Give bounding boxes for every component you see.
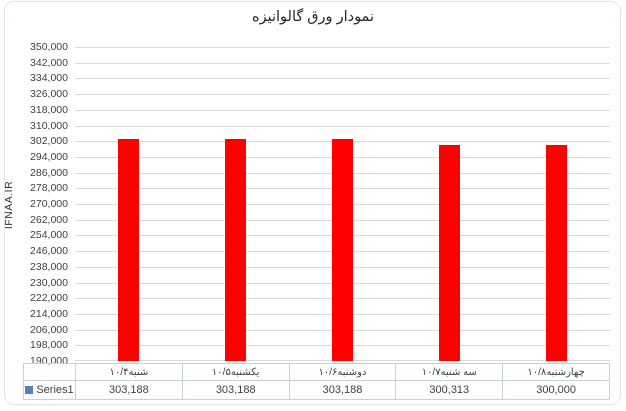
legend-key-icon: [25, 386, 34, 394]
gridline: [75, 94, 610, 96]
gridline: [75, 47, 610, 48]
gridline: [75, 78, 610, 80]
y-axis-tick-label: 318,000: [30, 103, 68, 116]
y-axis-tick-label: 254,000: [30, 229, 68, 242]
y-axis-tick-label: 350,000: [30, 41, 68, 53]
y-axis-tick-label: 222,000: [30, 292, 68, 305]
y-axis-tick-label: 246,000: [30, 245, 68, 258]
series-value-cell: 303,188: [75, 380, 183, 400]
category-header-cell: شنبه۱۰/۴: [75, 363, 183, 381]
series-value-cell: 300,000: [502, 380, 610, 400]
legend-cell: Series1: [23, 380, 76, 400]
category-header-cell: سه شنبه۱۰/۷: [395, 363, 504, 381]
y-axis-title: IFNAA.IR: [3, 180, 15, 230]
series-value-cell: 300,313: [395, 380, 504, 400]
plot-area: [75, 47, 610, 361]
y-axis-tick-label: 238,000: [30, 260, 68, 273]
chart-title: نمودار ورق گالوانیزه: [252, 9, 374, 25]
y-axis-tick-labels: 350,000 342,000 334,000 326,000 318,000 310,0…: [0, 41, 70, 367]
y-axis-tick-label: 278,000: [30, 182, 68, 195]
gridline: [75, 109, 610, 111]
bar: [332, 138, 353, 361]
series-value-row: Series1 303,188 303,188 303,188 300,313 300,…: [23, 380, 610, 400]
data-table: شنبه۱۰/۴ یکشنبه۱۰/۵ دوشنبه۱۰/۶ سه شنبه۱۰/۷ چ…: [23, 363, 610, 400]
category-header-cell: چهارشنبه۱۰/۸: [502, 363, 610, 381]
y-axis-tick-label: 302,000: [30, 135, 68, 148]
gridline: [75, 62, 610, 64]
y-axis-tick-label: 294,000: [30, 150, 68, 163]
y-axis-tick-label: 230,000: [30, 276, 68, 289]
series-value-cell: 303,188: [181, 380, 290, 400]
bar: [118, 138, 139, 361]
bar: [546, 145, 567, 361]
y-axis-tick-label: 334,000: [30, 72, 68, 85]
y-axis-tick-label: 206,000: [30, 323, 68, 336]
y-axis-tick-label: 286,000: [30, 166, 68, 179]
y-axis-tick-label: 310,000: [30, 119, 68, 132]
category-header-cell: یکشنبه۱۰/۵: [181, 363, 290, 381]
y-axis-tick-label: 262,000: [30, 213, 68, 226]
bar: [225, 138, 246, 361]
bar: [439, 144, 460, 361]
y-axis-tick-label: 198,000: [30, 339, 68, 352]
category-header-row: شنبه۱۰/۴ یکشنبه۱۰/۵ دوشنبه۱۰/۶ سه شنبه۱۰/۷ چ…: [23, 363, 610, 381]
table-corner-spacer: [23, 363, 76, 381]
y-axis-tick-label: 342,000: [30, 56, 68, 69]
y-axis-tick-label: 214,000: [30, 307, 68, 320]
category-header-cell: دوشنبه۱۰/۶: [288, 363, 397, 381]
y-axis-tick-label: 270,000: [30, 198, 68, 210]
series-value-cell: 303,188: [288, 380, 397, 400]
legend-series-label: Series1: [36, 384, 74, 396]
gridline: [75, 125, 610, 127]
y-axis-tick-label: 326,000: [30, 88, 68, 101]
